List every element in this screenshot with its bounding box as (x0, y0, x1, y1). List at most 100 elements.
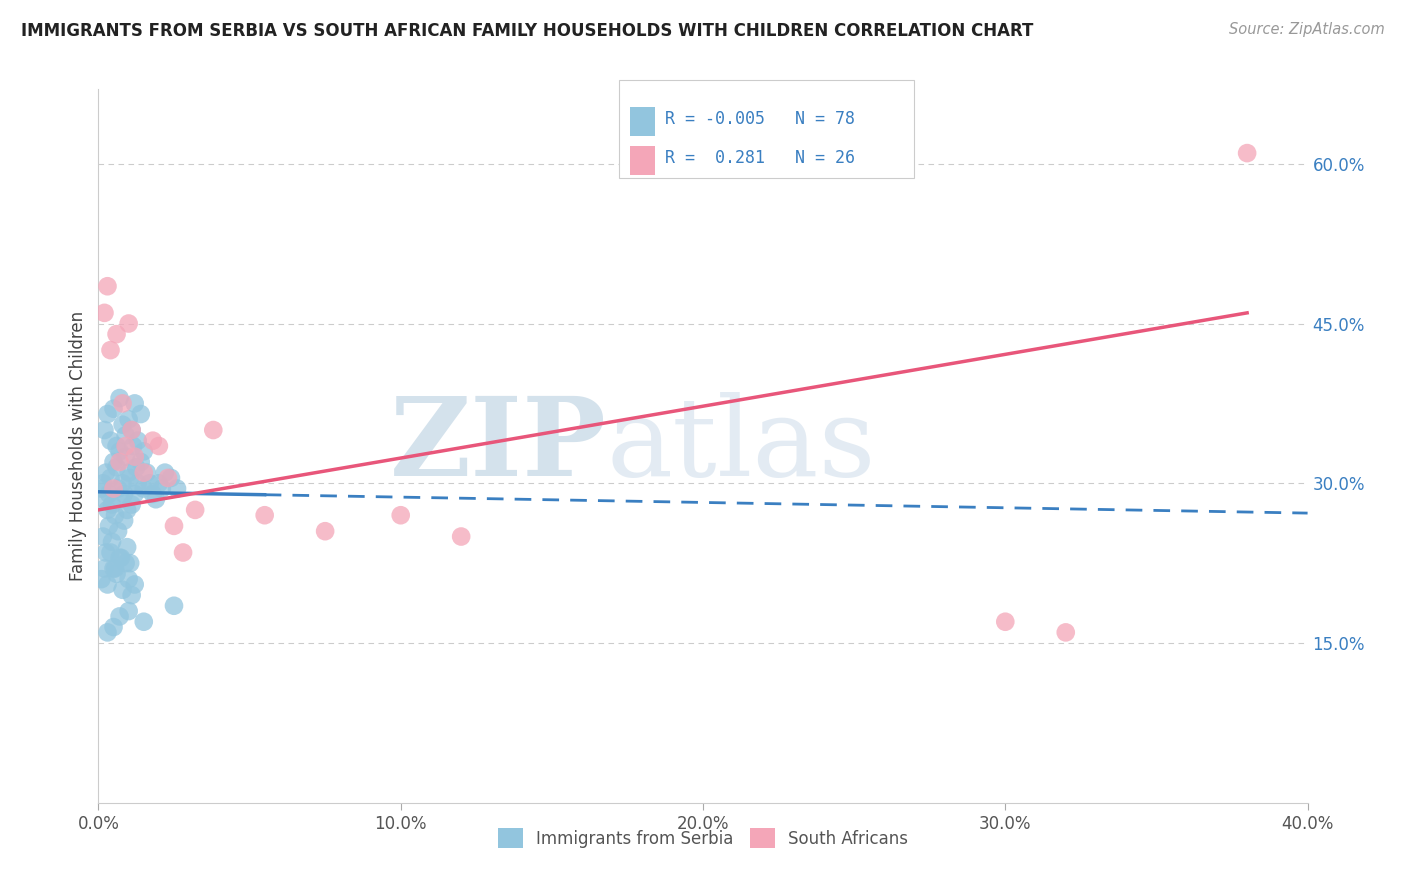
Text: R =  0.281   N = 26: R = 0.281 N = 26 (665, 149, 855, 167)
Point (108, 455, 131, 469)
Point (104, 561, 127, 575)
Text: ZIP: ZIP (389, 392, 606, 500)
Point (122, 439, 145, 453)
Point (93, 492, 115, 507)
Point (93, 306, 115, 320)
Point (124, 450, 146, 464)
Point (96, 407, 118, 421)
Point (96, 577, 118, 591)
Point (112, 487, 135, 501)
Point (1236, 146, 1258, 161)
Point (101, 534, 124, 549)
Point (118, 604, 141, 618)
Point (166, 482, 188, 496)
Legend: Immigrants from Serbia, South Africans: Immigrants from Serbia, South Africans (491, 822, 915, 855)
Point (111, 396, 134, 410)
Point (100, 545, 122, 559)
Point (94, 466, 117, 480)
Point (202, 423, 225, 437)
Point (389, 508, 412, 523)
Point (156, 471, 179, 485)
Point (98, 487, 121, 501)
Point (108, 609, 131, 624)
Point (135, 466, 157, 480)
Point (163, 519, 186, 533)
Point (129, 455, 152, 469)
Point (112, 514, 135, 528)
Point (105, 327, 128, 342)
Point (127, 434, 149, 448)
Y-axis label: Family Households with Children: Family Households with Children (69, 311, 87, 581)
Point (124, 396, 146, 410)
Point (105, 566, 128, 581)
Point (139, 476, 162, 491)
Point (103, 401, 125, 416)
Point (994, 615, 1017, 629)
Point (111, 417, 134, 432)
Point (103, 561, 125, 575)
Point (145, 492, 167, 507)
Point (111, 476, 134, 491)
Point (163, 599, 186, 613)
Point (184, 503, 207, 517)
Point (121, 423, 143, 437)
Point (121, 588, 143, 602)
Point (100, 471, 122, 485)
Point (121, 498, 143, 512)
Point (253, 508, 276, 523)
Point (1054, 625, 1077, 640)
Point (110, 550, 132, 565)
Point (125, 460, 148, 475)
Point (103, 455, 125, 469)
Point (114, 450, 136, 464)
Point (105, 439, 128, 453)
Text: Source: ZipAtlas.com: Source: ZipAtlas.com (1229, 22, 1385, 37)
Point (103, 620, 125, 634)
Point (142, 487, 165, 501)
Point (114, 556, 136, 570)
Point (118, 412, 141, 426)
Point (115, 503, 138, 517)
Point (132, 615, 155, 629)
Point (96, 503, 118, 517)
Point (91, 529, 114, 543)
Point (93, 561, 115, 575)
Point (96, 279, 118, 293)
Point (129, 407, 152, 421)
Point (120, 471, 142, 485)
Point (98, 519, 121, 533)
Point (110, 492, 132, 507)
Point (107, 524, 129, 539)
Point (450, 529, 472, 543)
Point (108, 444, 131, 458)
Point (94, 545, 117, 559)
Point (111, 582, 134, 597)
Point (108, 550, 131, 565)
Point (114, 439, 136, 453)
Point (121, 423, 143, 437)
Point (118, 317, 141, 331)
Point (124, 487, 146, 501)
Point (91, 476, 114, 491)
Point (118, 466, 141, 480)
Point (101, 498, 124, 512)
Point (148, 439, 170, 453)
Point (132, 466, 155, 480)
Point (100, 434, 122, 448)
Point (172, 545, 194, 559)
Text: R = -0.005   N = 78: R = -0.005 N = 78 (665, 110, 855, 128)
Text: IMMIGRANTS FROM SERBIA VS SOUTH AFRICAN FAMILY HOUSEHOLDS WITH CHILDREN CORRELAT: IMMIGRANTS FROM SERBIA VS SOUTH AFRICAN … (21, 22, 1033, 40)
Point (142, 434, 165, 448)
Point (314, 524, 336, 539)
Point (90, 572, 112, 586)
Point (118, 572, 141, 586)
Point (132, 444, 155, 458)
Point (108, 391, 131, 405)
Point (120, 556, 142, 570)
Point (148, 476, 170, 491)
Point (96, 625, 118, 640)
Point (127, 476, 149, 491)
Point (124, 577, 146, 591)
Point (114, 428, 136, 442)
Point (105, 460, 128, 475)
